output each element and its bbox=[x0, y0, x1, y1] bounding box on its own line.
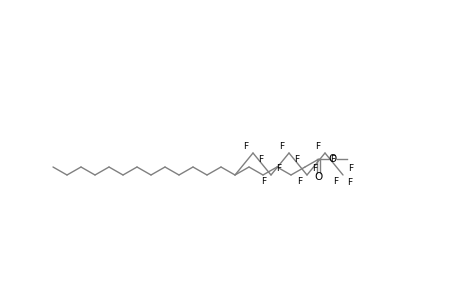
Text: F: F bbox=[347, 164, 353, 173]
Text: O: O bbox=[328, 154, 336, 164]
Text: F: F bbox=[332, 177, 337, 186]
Text: F: F bbox=[278, 142, 283, 151]
Text: F: F bbox=[296, 177, 301, 186]
Text: F: F bbox=[314, 142, 319, 151]
Text: F: F bbox=[346, 178, 351, 187]
Text: F: F bbox=[257, 155, 263, 164]
Text: F: F bbox=[260, 177, 265, 186]
Text: F: F bbox=[330, 155, 335, 164]
Text: O: O bbox=[314, 172, 322, 182]
Text: F: F bbox=[312, 164, 317, 173]
Text: F: F bbox=[275, 164, 281, 173]
Text: F: F bbox=[242, 142, 247, 151]
Text: F: F bbox=[294, 155, 299, 164]
